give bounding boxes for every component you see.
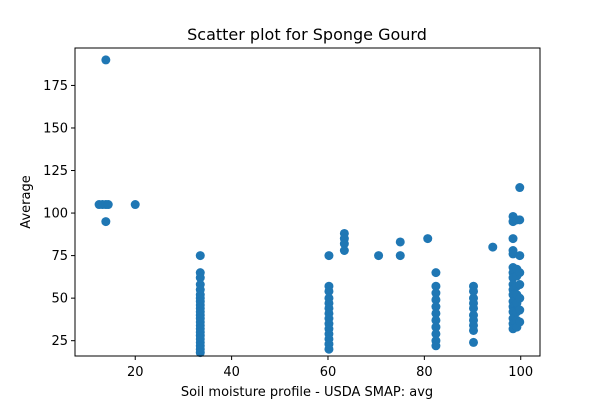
chart-title: Scatter plot for Sponge Gourd bbox=[187, 25, 427, 44]
data-point bbox=[469, 303, 478, 313]
data-point bbox=[508, 249, 518, 259]
data-point bbox=[431, 341, 441, 351]
x-tick-label: 100 bbox=[508, 365, 533, 380]
data-point bbox=[431, 281, 441, 291]
x-axis-label: Soil moisture profile - USDA SMAP: avg bbox=[181, 385, 433, 400]
x-tick-label: 40 bbox=[223, 365, 240, 380]
data-point bbox=[431, 308, 441, 318]
y-tick-label: 50 bbox=[51, 292, 68, 307]
data-point bbox=[431, 322, 441, 332]
data-point bbox=[469, 337, 478, 347]
data-point bbox=[469, 286, 478, 296]
data-point bbox=[339, 239, 349, 249]
data-point bbox=[431, 295, 441, 305]
x-tick-label: 20 bbox=[127, 365, 144, 380]
y-tick-label: 100 bbox=[43, 207, 68, 222]
data-point bbox=[515, 215, 525, 225]
y-tick-label: 150 bbox=[43, 121, 68, 136]
data-point bbox=[431, 315, 441, 325]
y-tick-label: 125 bbox=[43, 164, 68, 179]
data-point bbox=[101, 55, 111, 65]
data-point bbox=[431, 268, 441, 278]
x-axis-ticks: 20 40 60 80 100 bbox=[127, 356, 533, 380]
data-point bbox=[130, 200, 140, 210]
data-point bbox=[515, 268, 525, 278]
data-point bbox=[339, 246, 349, 255]
data-point bbox=[324, 251, 334, 261]
data-point bbox=[508, 234, 518, 244]
data-point bbox=[103, 200, 113, 210]
x-tick-label: 60 bbox=[320, 365, 337, 380]
plot-area-frame bbox=[74, 47, 541, 357]
y-tick-label: 175 bbox=[43, 79, 68, 94]
data-point bbox=[431, 288, 441, 298]
data-point bbox=[101, 217, 111, 227]
data-point bbox=[324, 286, 334, 296]
data-point bbox=[515, 305, 525, 315]
points-layer bbox=[94, 55, 525, 358]
y-axis-label: Average bbox=[19, 175, 34, 228]
y-tick-label: 75 bbox=[51, 249, 68, 264]
data-point bbox=[515, 251, 525, 261]
data-point bbox=[395, 251, 405, 261]
y-tick-label: 25 bbox=[51, 334, 68, 349]
y-axis-ticks: 25 50 75 100 125 150 175 bbox=[43, 79, 75, 349]
data-point bbox=[515, 317, 525, 327]
data-point bbox=[488, 242, 498, 252]
data-point bbox=[395, 237, 405, 247]
data-point bbox=[431, 302, 441, 312]
data-point bbox=[469, 325, 478, 335]
data-point bbox=[195, 348, 205, 358]
data-point bbox=[423, 234, 433, 244]
data-point bbox=[195, 273, 205, 283]
data-point bbox=[431, 329, 441, 339]
data-point bbox=[515, 183, 525, 193]
data-point bbox=[195, 251, 205, 261]
data-point bbox=[515, 280, 525, 290]
data-point bbox=[515, 293, 525, 303]
data-point bbox=[324, 344, 334, 354]
data-point bbox=[374, 251, 384, 261]
x-tick-label: 80 bbox=[416, 365, 433, 380]
